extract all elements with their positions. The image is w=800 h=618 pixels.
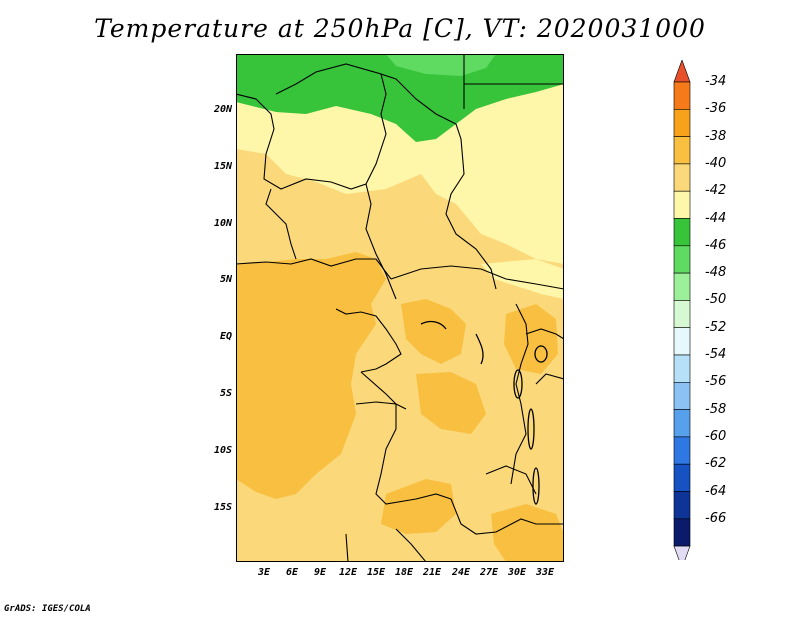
colorbar-label: -60	[705, 428, 727, 444]
lon-label: 33E	[535, 567, 555, 578]
colorbar-label: -64	[705, 483, 727, 499]
colorbar-label: -34	[705, 74, 727, 89]
colorbar-swatch	[673, 300, 691, 328]
colorbar-label: -54	[705, 347, 727, 362]
lon-label: 9E	[313, 567, 327, 578]
colorbar-swatch	[673, 218, 691, 247]
colorbar-swatch	[673, 463, 691, 492]
colorbar-label: -48	[705, 265, 727, 281]
colorbar-swatch	[673, 354, 691, 383]
map-frame	[236, 54, 564, 562]
lat-label: 10S	[213, 445, 232, 456]
lakes	[420, 320, 548, 505]
lon-label: 30E	[507, 567, 527, 578]
lon-label: 24E	[451, 567, 471, 578]
colorbar-swatch	[673, 491, 691, 520]
temperature-map	[236, 54, 564, 562]
lat-label: 15N	[213, 161, 232, 172]
colorbar-swatch	[673, 81, 691, 110]
lon-label: 21E	[422, 567, 442, 578]
lon-label: 6E	[285, 567, 299, 578]
colorbar-swatch	[673, 518, 691, 547]
colorbar-swatch	[673, 409, 691, 438]
field-warm-east	[504, 304, 558, 374]
colorbar-label: -66	[705, 510, 727, 526]
map-title: Temperature at 250hPa [C], VT: 202003100…	[94, 14, 706, 43]
lat-label: 5N	[219, 274, 232, 285]
lon-label: 3E	[257, 567, 271, 578]
colorbar-swatch	[673, 163, 691, 192]
colorbar-swatch	[673, 327, 691, 356]
colorbar-swatch	[673, 108, 691, 137]
lat-label: 5S	[219, 388, 232, 399]
colorbar-label: -56	[705, 374, 727, 390]
colorbar-label: -52	[705, 319, 727, 335]
colorbar-label: -40	[705, 155, 727, 171]
field-lightgreen-north	[386, 54, 496, 76]
colorbar-swatch	[673, 436, 691, 465]
colorbar-swatch	[673, 381, 691, 410]
grads-credit: GrADS: IGES/COLA	[4, 604, 91, 614]
colorbar-label: -38	[705, 128, 727, 144]
colorbar-label: -62	[705, 456, 727, 472]
colorbar-label: -58	[705, 401, 727, 417]
lat-label: 10N	[213, 218, 232, 229]
lon-label: 18E	[394, 567, 414, 578]
lon-label: 27E	[479, 567, 499, 578]
political-borders	[236, 54, 564, 562]
colorbar-label: -44	[705, 210, 727, 226]
colorbar-label: -46	[705, 237, 727, 253]
lat-label: 15S	[213, 502, 232, 513]
field-pale-east	[481, 259, 564, 299]
colorbar-swatch	[673, 190, 691, 219]
field-warm-central-2	[416, 372, 486, 434]
field-pale-north	[236, 76, 564, 264]
colorbar	[673, 60, 691, 560]
colorbar-label: -42	[705, 183, 727, 199]
colorbar-swatch	[673, 245, 691, 274]
colorbar-swatch	[673, 272, 691, 301]
colorbar-label: -50	[705, 292, 727, 308]
colorbar-triangle-bottom	[673, 545, 691, 560]
lon-label: 15E	[366, 567, 386, 578]
colorbar-label: -36	[705, 101, 727, 117]
colorbar-swatch	[673, 136, 691, 165]
lat-label: 20N	[213, 104, 232, 115]
field-warm-southeast	[491, 504, 564, 562]
field-warm-south	[381, 479, 456, 534]
field-warm-central-1	[401, 299, 466, 364]
colorbar-triangle-top	[673, 60, 691, 83]
field-green-north	[236, 54, 564, 142]
lat-label: EQ	[219, 331, 232, 342]
lon-label: 12E	[338, 567, 358, 578]
